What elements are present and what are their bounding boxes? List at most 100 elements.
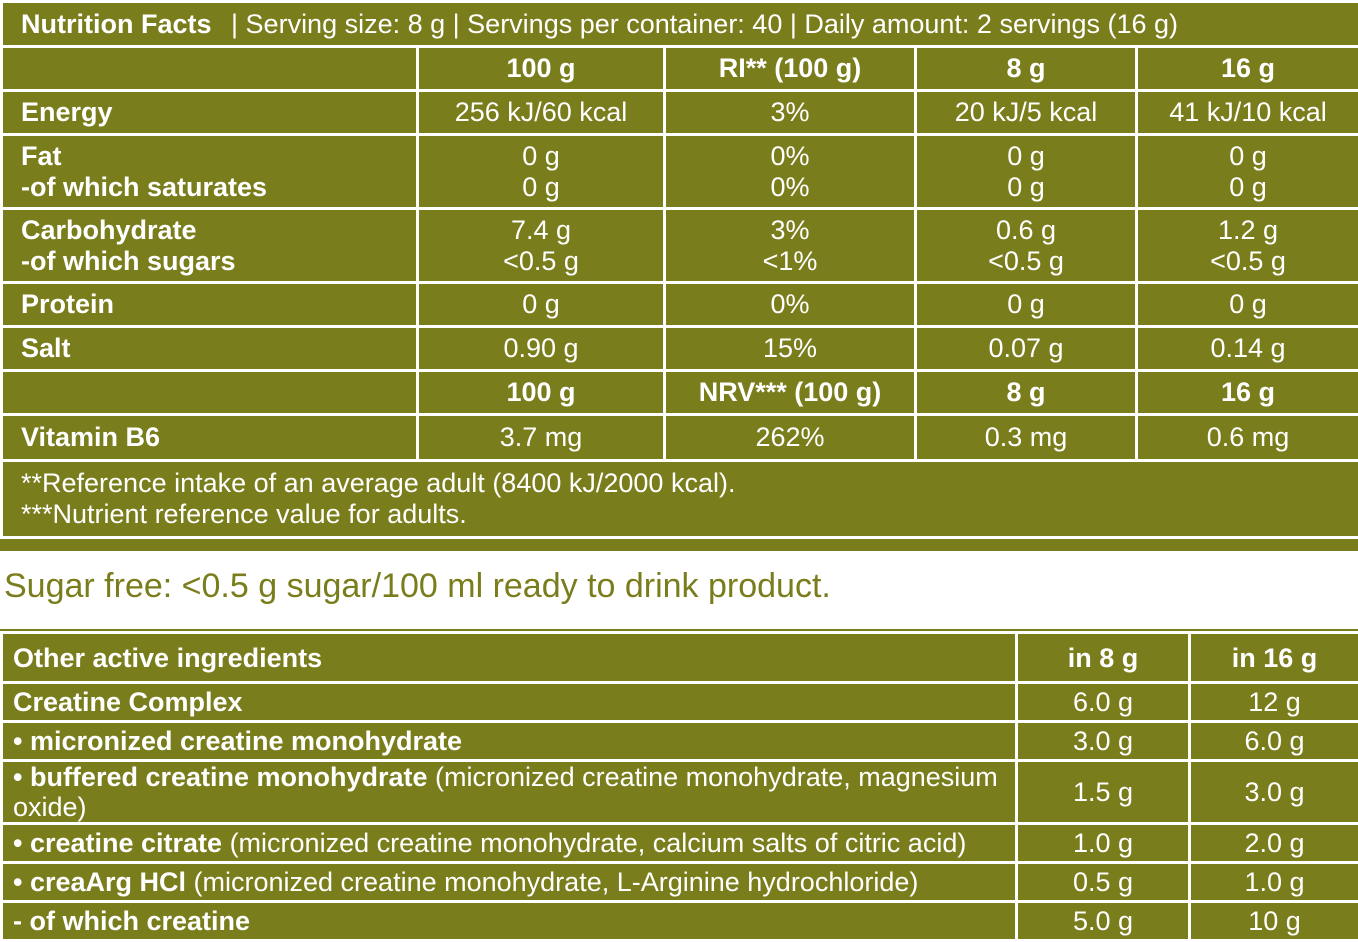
nutrition-panel: Nutrition Facts | Serving size: 8 g | Se… [0, 0, 1358, 539]
row-value: 41 kJ/10 kcal [1137, 91, 1358, 135]
ingredient-amount: 6.0 g [1017, 683, 1190, 722]
row-subvalue: <0.5 g [931, 246, 1121, 277]
ingredient-amount: 12 g [1190, 683, 1358, 722]
row-value: 0 g [916, 283, 1137, 327]
ingredient-amount: 1.5 g [1017, 761, 1190, 824]
row-value: 1.2 g [1152, 215, 1344, 246]
row-value: 0% [680, 141, 900, 172]
column-header: 8 g [916, 47, 1137, 91]
ingredient-row: • creaArg HCl (micronized creatine monoh… [2, 863, 1358, 902]
row-label-cell: Fat -of which saturates [2, 135, 418, 209]
row-value: 262% [665, 415, 916, 461]
ingredient-amount: 5.0 g [1017, 902, 1190, 941]
row-subvalue: 0 g [931, 172, 1121, 203]
ingredients-header-row: Other active ingredients in 8 g in 16 g [2, 633, 1358, 683]
ingredient-detail: (micronized creatine monohydrate, calciu… [222, 828, 966, 858]
row-label: Energy [2, 91, 418, 135]
column-header: 16 g [1137, 47, 1358, 91]
row-value: 0.90 g [418, 327, 665, 371]
ingredients-table: Other active ingredients in 8 g in 16 g … [0, 631, 1358, 942]
ingredient-amount: 0.5 g [1017, 863, 1190, 902]
ingredient-row: - of which creatine 5.0 g 10 g [2, 902, 1358, 941]
row-value: 0 g [418, 283, 665, 327]
row-value: 3% [665, 91, 916, 135]
table-row: Salt 0.90 g 15% 0.07 g 0.14 g [2, 327, 1358, 371]
row-value-cell: 0.6 g<0.5 g [916, 209, 1137, 283]
ingredient-row: • micronized creatine monohydrate 3.0 g … [2, 722, 1358, 761]
column-header: 100 g [418, 371, 665, 415]
sugar-free-note: Sugar free: <0.5 g sugar/100 ml ready to… [0, 551, 1358, 629]
ingredients-header-label: Other active ingredients [2, 633, 1017, 683]
row-label-cell: Carbohydrate -of which sugars [2, 209, 418, 283]
ingredient-name-cell: Creatine Complex [2, 683, 1017, 722]
footnote-nrv: ***Nutrient reference value for adults. [21, 499, 1344, 530]
nutrition-facts-title: Nutrition Facts [21, 9, 212, 39]
column-header: 100 g [418, 47, 665, 91]
footnote-ri: **Reference intake of an average adult (… [21, 468, 1344, 499]
row-value: 0.6 mg [1137, 415, 1358, 461]
title-cell: Nutrition Facts | Serving size: 8 g | Se… [2, 2, 1358, 47]
header-empty-cell [2, 47, 418, 91]
table-row: Vitamin B6 3.7 mg 262% 0.3 mg 0.6 mg [2, 415, 1358, 461]
row-value: 3% [680, 215, 900, 246]
row-value: 0 g [1137, 283, 1358, 327]
ingredient-name: Creatine Complex [13, 687, 243, 717]
ingredient-name-cell: • creatine citrate (micronized creatine … [2, 824, 1017, 863]
row-value: 0.6 g [931, 215, 1121, 246]
serving-info: | Serving size: 8 g | Servings per conta… [231, 9, 1178, 39]
row-value: 0 g [1152, 141, 1344, 172]
ingredient-amount: 3.0 g [1017, 722, 1190, 761]
ingredient-name: • micronized creatine monohydrate [13, 726, 462, 756]
row-subvalue: <0.5 g [1152, 246, 1344, 277]
ingredient-name-cell: - of which creatine [2, 902, 1017, 941]
row-value-cell: 0%0% [665, 135, 916, 209]
ingredient-name: - of which creatine [13, 906, 250, 936]
row-value-cell: 3%<1% [665, 209, 916, 283]
row-value-cell: 1.2 g<0.5 g [1137, 209, 1358, 283]
column-header: RI** (100 g) [665, 47, 916, 91]
row-subvalue: <0.5 g [433, 246, 649, 277]
ingredient-amount: 2.0 g [1190, 824, 1358, 863]
header-empty-cell [2, 371, 418, 415]
title-row: Nutrition Facts | Serving size: 8 g | Se… [2, 2, 1358, 47]
footnote-cell: **Reference intake of an average adult (… [2, 461, 1358, 538]
row-subvalue: 0% [680, 172, 900, 203]
column-header-row: 100 g RI** (100 g) 8 g 16 g [2, 47, 1358, 91]
ingredient-name-cell: • buffered creatine monohydrate (microni… [2, 761, 1017, 824]
ingredients-header-col: in 16 g [1190, 633, 1358, 683]
row-value: 0.3 mg [916, 415, 1137, 461]
row-value: 256 kJ/60 kcal [418, 91, 665, 135]
row-value: 15% [665, 327, 916, 371]
ingredient-amount: 10 g [1190, 902, 1358, 941]
row-subvalue: 0 g [433, 172, 649, 203]
column-header: 16 g [1137, 371, 1358, 415]
ingredient-name: • creatine citrate [13, 828, 222, 858]
row-sublabel: -of which saturates [21, 172, 402, 203]
row-label: Protein [2, 283, 418, 327]
table-row: Carbohydrate -of which sugars 7.4 g<0.5 … [2, 209, 1358, 283]
ingredients-panel: Other active ingredients in 8 g in 16 g … [0, 631, 1358, 942]
nutrition-table: Nutrition Facts | Serving size: 8 g | Se… [0, 0, 1358, 539]
ingredient-name: • creaArg HCl [13, 867, 186, 897]
row-value: 0% [665, 283, 916, 327]
row-value: 0 g [931, 141, 1121, 172]
row-label: Carbohydrate [21, 215, 402, 246]
row-value: 20 kJ/5 kcal [916, 91, 1137, 135]
table-row: Protein 0 g 0% 0 g 0 g [2, 283, 1358, 327]
footnote-row: **Reference intake of an average adult (… [2, 461, 1358, 538]
row-value-cell: 7.4 g<0.5 g [418, 209, 665, 283]
row-label: Salt [2, 327, 418, 371]
row-label: Vitamin B6 [2, 415, 418, 461]
table-row: Energy 256 kJ/60 kcal 3% 20 kJ/5 kcal 41… [2, 91, 1358, 135]
column-header-row-2: 100 g NRV*** (100 g) 8 g 16 g [2, 371, 1358, 415]
ingredient-row: • buffered creatine monohydrate (microni… [2, 761, 1358, 824]
ingredients-header-col: in 8 g [1017, 633, 1190, 683]
row-subvalue: 0 g [1152, 172, 1344, 203]
ingredient-name-cell: • micronized creatine monohydrate [2, 722, 1017, 761]
row-value: 3.7 mg [418, 415, 665, 461]
column-header: 8 g [916, 371, 1137, 415]
ingredient-amount: 1.0 g [1190, 863, 1358, 902]
